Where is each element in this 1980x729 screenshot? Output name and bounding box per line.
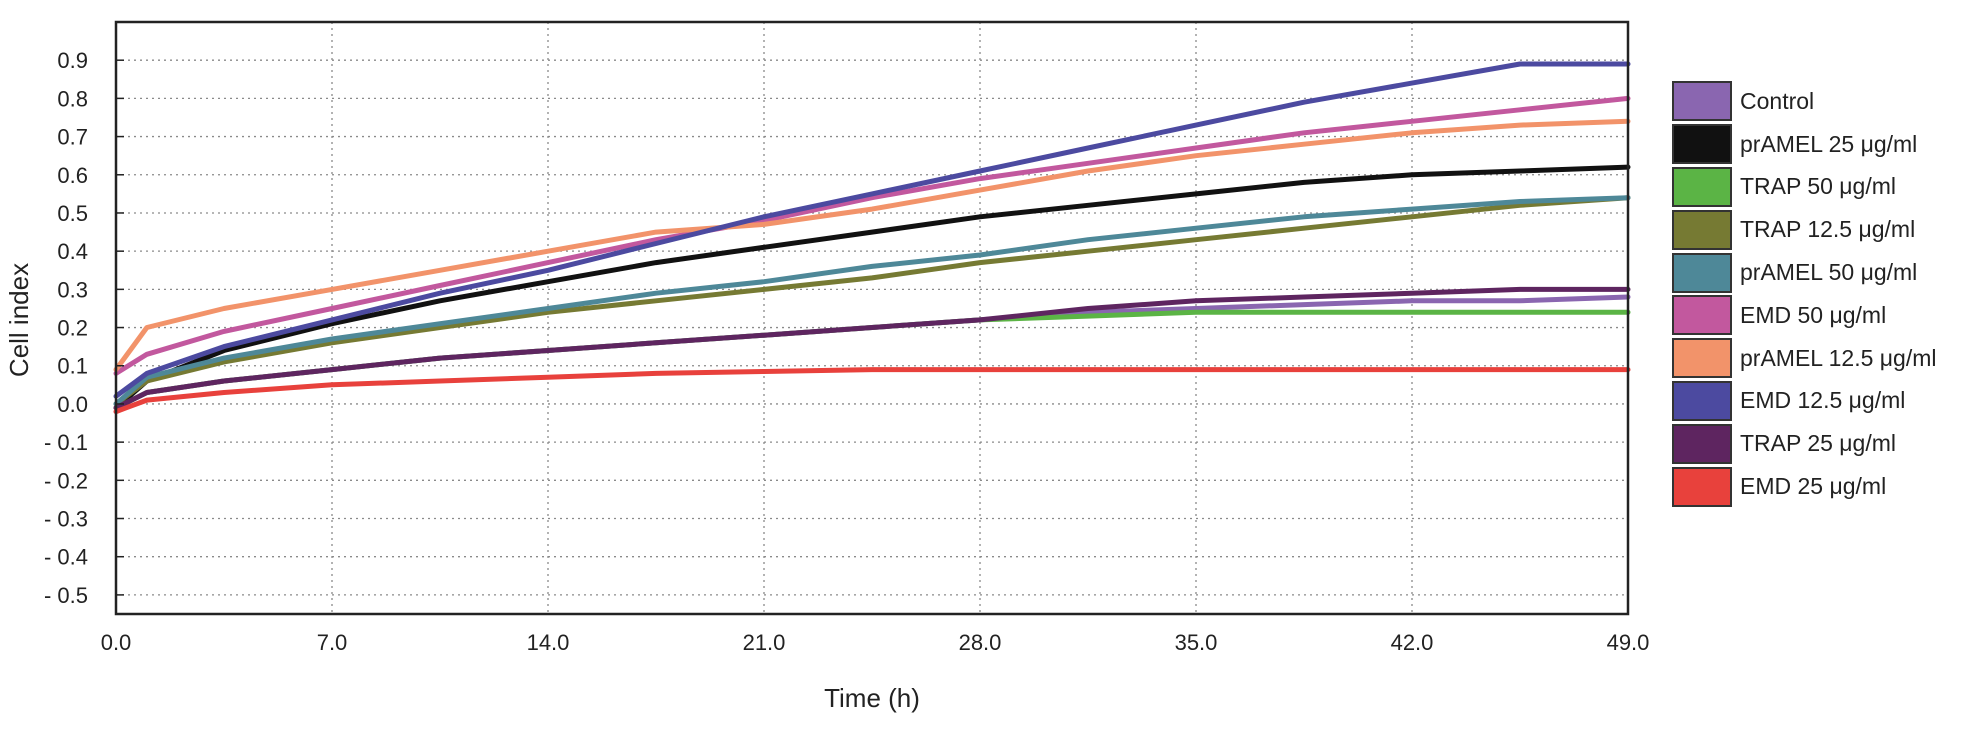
- legend-swatch: [1672, 252, 1732, 293]
- y-tick-label: 0.3: [57, 277, 88, 302]
- series-line: [113, 61, 1631, 399]
- y-tick-label: 0.5: [57, 201, 88, 226]
- legend-swatch: [1672, 124, 1732, 165]
- legend-item: EMD 25 μg/ml: [1672, 465, 1972, 508]
- legend-item: EMD 12.5 μg/ml: [1672, 380, 1972, 423]
- legend-item: TRAP 12.5 μg/ml: [1672, 208, 1972, 251]
- legend-item: TRAP 25 μg/ml: [1672, 422, 1972, 465]
- y-tick-label: - 0.5: [44, 583, 88, 608]
- legend-label: EMD 25 μg/ml: [1740, 473, 1887, 500]
- legend-item: prAMEL 25 μg/ml: [1672, 123, 1972, 166]
- y-tick-label: 0.1: [57, 354, 88, 379]
- legend-swatch: [1672, 380, 1732, 421]
- legend-item: prAMEL 50 μg/ml: [1672, 251, 1972, 294]
- y-tick-label: 0.8: [57, 86, 88, 111]
- legend: Control prAMEL 25 μg/ml TRAP 50 μg/ml TRAP …: [1672, 80, 1972, 508]
- legend-label: EMD 50 μg/ml: [1740, 301, 1887, 328]
- series-lines: [113, 61, 1631, 415]
- legend-swatch: [1672, 166, 1732, 207]
- legend-label: prAMEL 50 μg/ml: [1740, 259, 1918, 286]
- y-tick-label: - 0.4: [44, 545, 88, 570]
- legend-label: TRAP 25 μg/ml: [1740, 430, 1896, 457]
- y-tick-label: 0.2: [57, 316, 88, 341]
- series-line: [113, 164, 1631, 411]
- series-line: [113, 195, 1631, 407]
- y-tick-label: 0.9: [57, 48, 88, 73]
- series-line: [113, 118, 1631, 373]
- legend-item: TRAP 50 μg/ml: [1672, 166, 1972, 209]
- legend-swatch: [1672, 338, 1732, 379]
- y-tick-label: - 0.1: [44, 430, 88, 455]
- y-tick-label: 0.6: [57, 163, 88, 188]
- legend-item: Control: [1672, 80, 1972, 123]
- x-axis-label: Time (h): [824, 683, 920, 713]
- legend-item: EMD 50 μg/ml: [1672, 294, 1972, 337]
- x-tick-label: 49.0: [1607, 630, 1650, 655]
- x-tick-label: 42.0: [1391, 630, 1434, 655]
- x-tick-label: 28.0: [959, 630, 1002, 655]
- x-tick-label: 0.0: [101, 630, 132, 655]
- series-line: [113, 367, 1631, 415]
- legend-swatch: [1672, 81, 1732, 122]
- x-tick-label: 21.0: [743, 630, 786, 655]
- legend-item: prAMEL 12.5 μg/ml: [1672, 337, 1972, 380]
- y-axis-label: Cell index: [4, 263, 34, 377]
- legend-swatch: [1672, 423, 1732, 464]
- legend-label: Control: [1740, 87, 1815, 114]
- legend-swatch: [1672, 466, 1732, 507]
- x-tick-label: 35.0: [1175, 630, 1218, 655]
- legend-label: prAMEL 25 μg/ml: [1740, 130, 1918, 157]
- y-tick-label: - 0.3: [44, 507, 88, 532]
- plot-frame: [114, 20, 1630, 616]
- legend-label: TRAP 12.5 μg/ml: [1740, 216, 1916, 243]
- x-tick-label: 14.0: [527, 630, 570, 655]
- legend-label: TRAP 50 μg/ml: [1740, 173, 1896, 200]
- series-line: [113, 286, 1631, 411]
- ticks: 0.0 7.0 14.0 21.0 28.0 35.0 42.0 49.0 0.9 0.8 0.7 0…: [44, 48, 1649, 655]
- x-tick-label: 7.0: [317, 630, 348, 655]
- y-tick-label: - 0.2: [44, 468, 88, 493]
- legend-label: EMD 12.5 μg/ml: [1740, 387, 1906, 414]
- series-line: [113, 95, 1631, 376]
- series-line: [113, 195, 1631, 407]
- y-tick-label: 0.0: [57, 392, 88, 417]
- legend-swatch: [1672, 295, 1732, 336]
- legend-swatch: [1672, 209, 1732, 250]
- y-tick-label: 0.4: [57, 239, 88, 264]
- y-tick-label: 0.7: [57, 125, 88, 150]
- legend-label: prAMEL 12.5 μg/ml: [1740, 344, 1937, 371]
